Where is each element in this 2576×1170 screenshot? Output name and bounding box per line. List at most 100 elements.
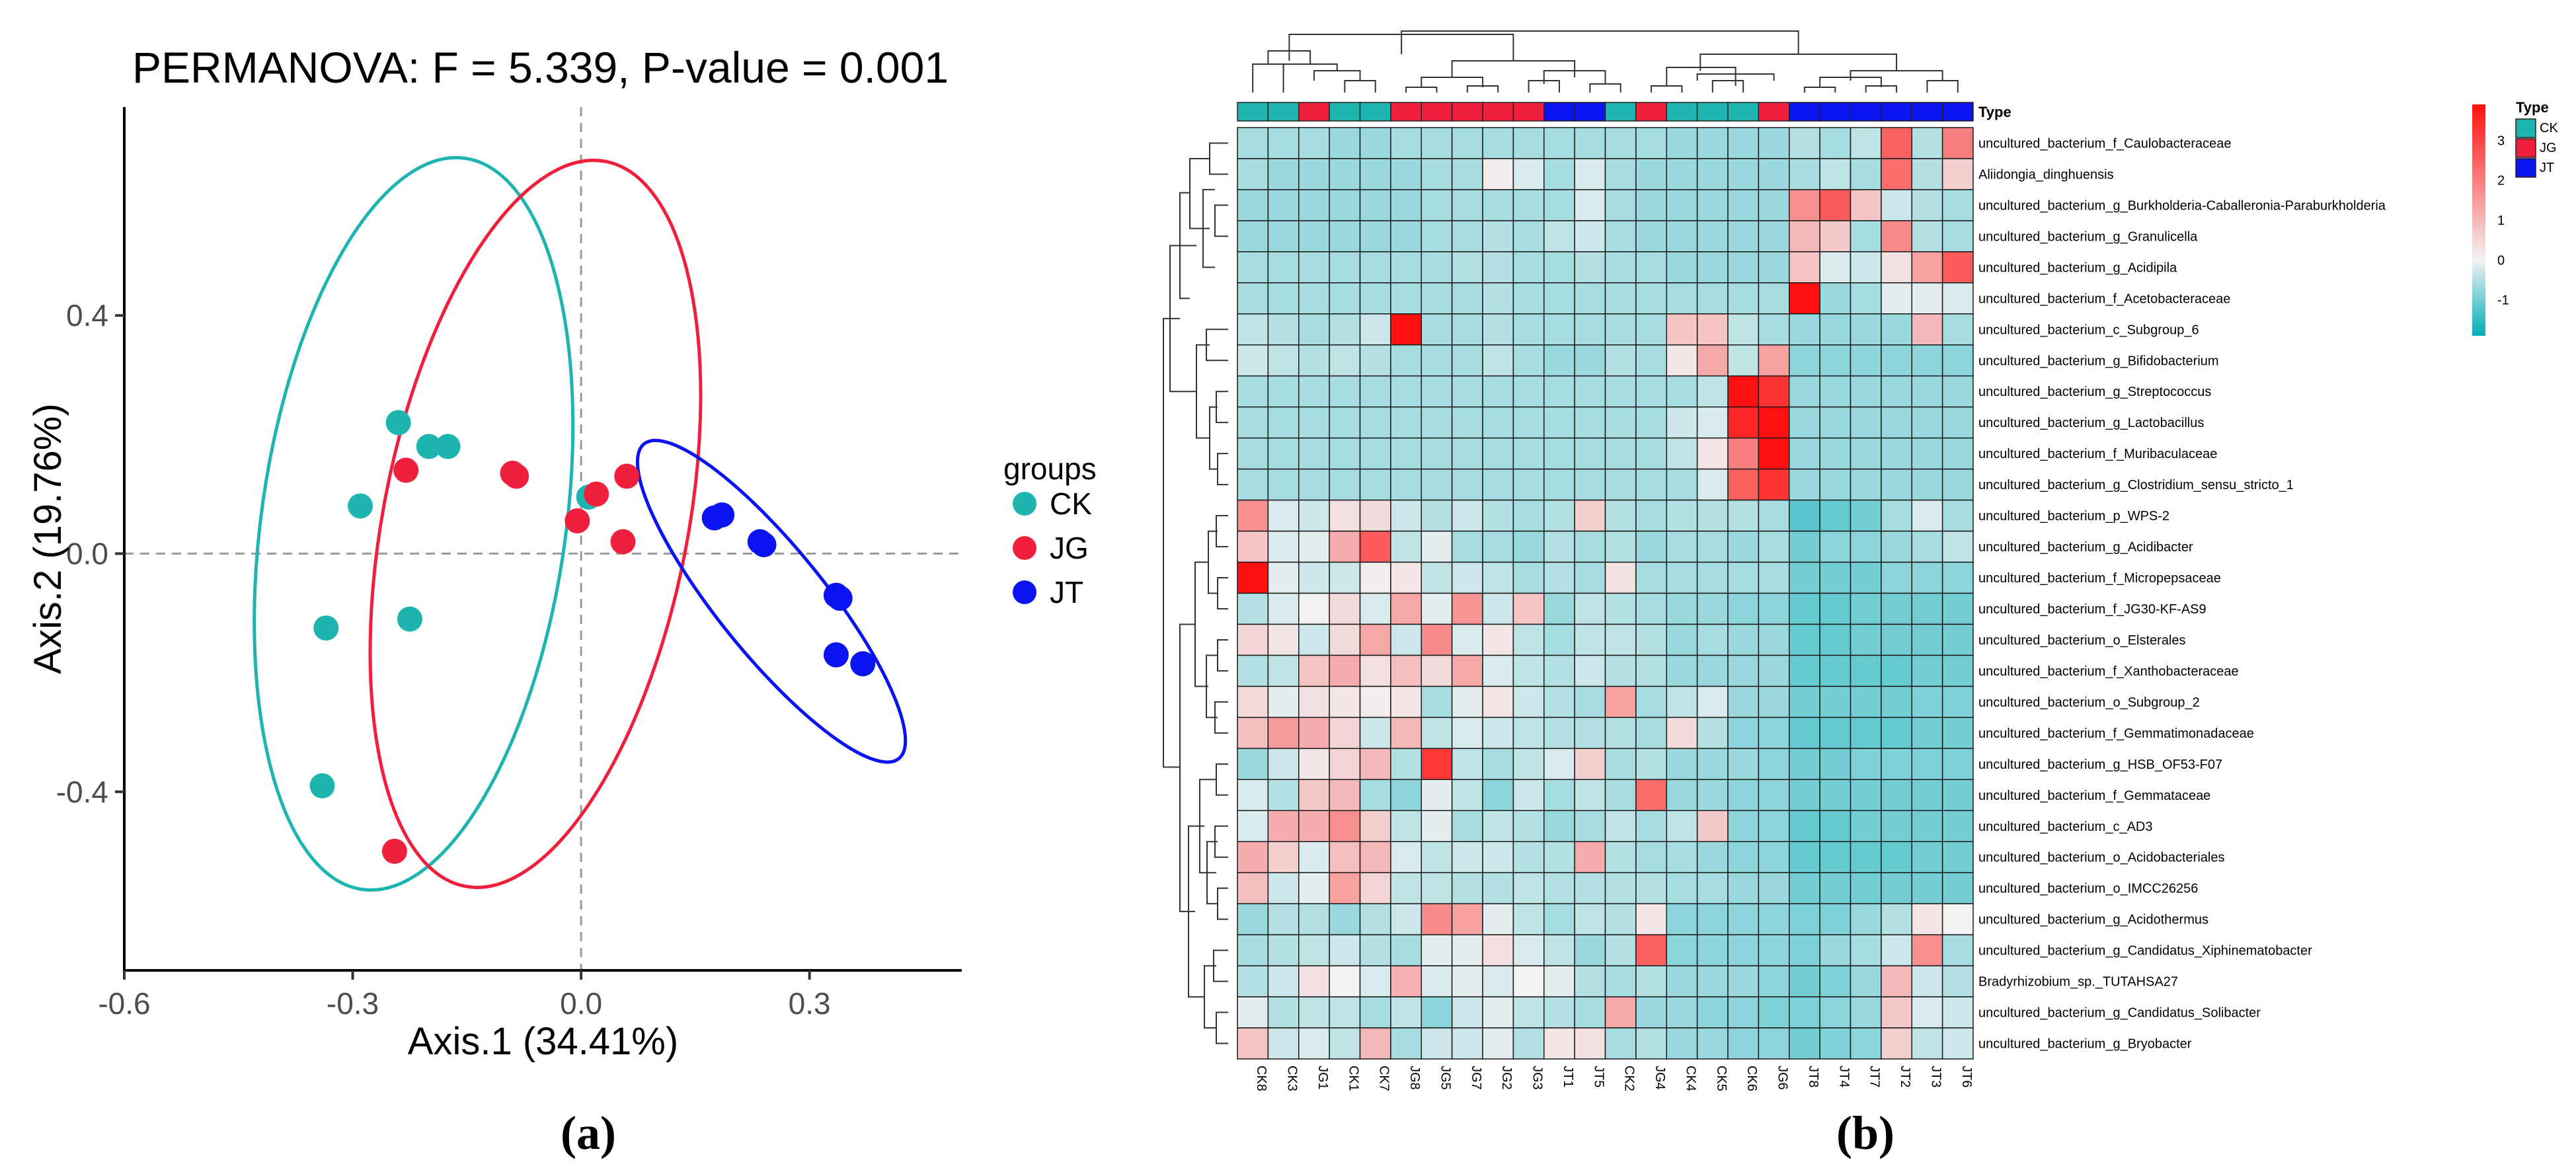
heatmap-cell xyxy=(1789,530,1820,563)
heatmap-cell xyxy=(1789,685,1820,719)
heatmap-cell xyxy=(1390,530,1422,563)
heatmap-cell xyxy=(1941,717,1974,750)
heatmap-cell xyxy=(1604,313,1637,346)
heatmap-cell xyxy=(1941,344,1974,377)
heatmap-cell xyxy=(1727,375,1760,408)
heatmap-cell xyxy=(1604,437,1637,470)
row-label: uncultured_bacterium_g_Candidatus_Soliba… xyxy=(1978,1006,2261,1021)
heatmap-panel: Type uncultured_bacterium_f_Caulobacterac… xyxy=(1163,30,2558,1159)
heatmap-cell xyxy=(1574,623,1606,656)
heatmap-cell xyxy=(1758,282,1790,315)
heatmap-cell xyxy=(1421,313,1453,346)
heatmap-cell xyxy=(1267,158,1300,190)
heatmap-cell xyxy=(1451,623,1483,656)
heatmap-cell xyxy=(1237,841,1269,873)
heatmap-cell xyxy=(1911,872,1943,904)
heatmap-cell xyxy=(1574,530,1606,563)
heatmap-cell xyxy=(1482,437,1514,470)
heatmap-cell xyxy=(1267,561,1300,594)
heatmap-cell xyxy=(1758,841,1790,873)
heatmap-cell xyxy=(1604,344,1637,377)
heatmap-cell xyxy=(1635,996,1667,1029)
type-annotation-cell xyxy=(1941,102,1974,122)
heatmap-cell xyxy=(1543,965,1575,997)
colorbar-tick-label: 3 xyxy=(2497,134,2505,148)
heatmap-cell xyxy=(1512,158,1545,190)
heatmap-cell xyxy=(1359,282,1391,315)
heatmap-cell xyxy=(1819,810,1852,842)
heatmap-cell xyxy=(1758,530,1790,563)
row-label: uncultured_bacterium_o_Elsterales xyxy=(1978,633,2186,648)
heatmap-cell xyxy=(1512,468,1545,501)
heatmap-cell xyxy=(1727,127,1760,159)
row-label: uncultured_bacterium_f_Gemmataceae xyxy=(1978,789,2210,803)
heatmap-cell xyxy=(1512,313,1545,346)
heatmap-cell xyxy=(1451,934,1483,966)
heatmap-cell xyxy=(1512,965,1545,997)
heatmap-cell xyxy=(1298,282,1330,315)
heatmap-cell xyxy=(1941,282,1974,315)
heatmap-cell xyxy=(1850,965,1882,997)
heatmap-cell xyxy=(1819,934,1852,966)
point-jg xyxy=(614,463,640,489)
heatmap-cell xyxy=(1451,561,1483,594)
heatmap-cell xyxy=(1451,251,1483,284)
heatmap-cell xyxy=(1635,437,1667,470)
heatmap-cell xyxy=(1574,748,1606,781)
heatmap-cell xyxy=(1421,251,1453,284)
heatmap-cell xyxy=(1390,251,1422,284)
column-dendrogram-branch xyxy=(1651,85,1683,93)
heatmap-cell xyxy=(1881,251,1912,284)
heatmap-cell xyxy=(1758,561,1790,594)
row-dendrogram-branch xyxy=(1204,965,1216,1029)
heatmap-cell xyxy=(1298,406,1330,439)
heatmap-cell xyxy=(1789,779,1820,812)
heatmap-cell xyxy=(1666,779,1698,812)
heatmap-cell xyxy=(1666,375,1698,408)
column-dendrogram-branch xyxy=(1282,63,1338,71)
heatmap-cell xyxy=(1421,996,1453,1029)
x-tick-label: -0.6 xyxy=(98,986,150,1021)
heatmap-cell xyxy=(1635,344,1667,377)
heatmap-cell xyxy=(1237,468,1269,501)
row-label: uncultured_bacterium_o_IMCC26256 xyxy=(1978,882,2198,896)
heatmap-cell xyxy=(1666,717,1698,750)
heatmap-cell xyxy=(1359,717,1391,750)
heatmap-cell xyxy=(1604,592,1637,625)
heatmap-cell xyxy=(1359,1027,1391,1060)
type-annotation-cell xyxy=(1666,102,1698,122)
heatmap-cell xyxy=(1267,903,1300,935)
row-dendrogram-branch xyxy=(1217,577,1228,609)
heatmap-cell xyxy=(1635,282,1667,315)
heatmap-cell xyxy=(1359,251,1391,284)
heatmap-cell xyxy=(1789,996,1820,1029)
panel-label-a: (a) xyxy=(561,1107,616,1159)
heatmap-cell xyxy=(1482,623,1514,656)
colorbar-tick-label: 2 xyxy=(2497,174,2505,188)
heatmap-cell xyxy=(1390,623,1422,656)
heatmap-cell xyxy=(1329,158,1361,190)
heatmap-cell xyxy=(1298,965,1330,997)
heatmap-cell xyxy=(1881,872,1912,904)
column-label: CK7 xyxy=(1377,1066,1391,1091)
heatmap-cell xyxy=(1789,810,1820,842)
heatmap-cell xyxy=(1758,592,1790,625)
type-legend-swatch-ck xyxy=(2515,118,2536,138)
type-annotation-cell xyxy=(1850,102,1882,122)
heatmap-cell xyxy=(1237,282,1269,315)
row-dendrogram-branch xyxy=(1216,763,1228,796)
heatmap-cell xyxy=(1574,841,1606,873)
heatmap-cell xyxy=(1390,592,1422,625)
heatmap-cell xyxy=(1850,561,1882,594)
heatmap-cell xyxy=(1666,251,1698,284)
heatmap-cell xyxy=(1819,561,1852,594)
heatmap-cell xyxy=(1359,499,1391,532)
heatmap-cell xyxy=(1237,748,1269,781)
heatmap-cell xyxy=(1482,965,1514,997)
heatmap-cell xyxy=(1421,872,1453,904)
heatmap-cell xyxy=(1881,375,1912,408)
heatmap-cell xyxy=(1390,406,1422,439)
heatmap-cell xyxy=(1543,748,1575,781)
heatmap-cell xyxy=(1604,499,1637,532)
heatmap-cell xyxy=(1482,934,1514,966)
